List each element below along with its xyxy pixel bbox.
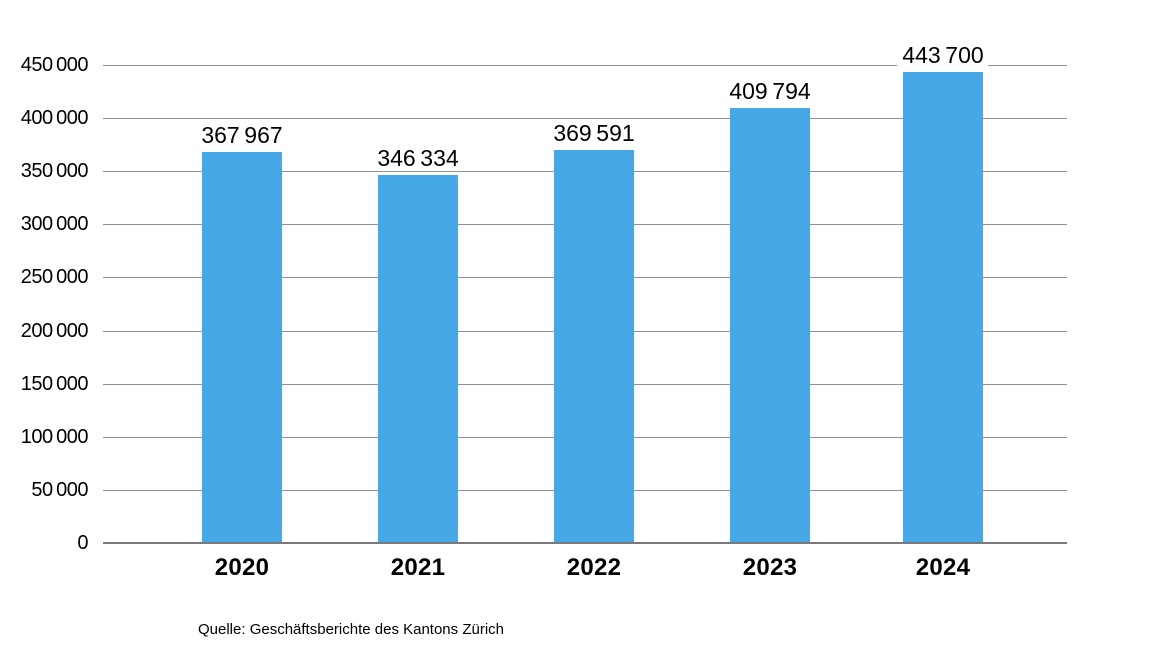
- y-axis-tick-label: 300 000: [20, 213, 89, 236]
- x-axis-line: [103, 542, 1067, 544]
- x-axis-tick-label: 2022: [566, 554, 622, 581]
- bar-2022: [554, 150, 634, 543]
- bar-value-label: 409 794: [724, 77, 816, 104]
- y-axis-tick-label: 200 000: [20, 319, 89, 342]
- y-axis-tick-label: 450 000: [20, 54, 89, 76]
- gridline: [103, 65, 1067, 66]
- bar-value-label: 346 334: [372, 145, 464, 172]
- bar-value-label: 369 591: [548, 120, 640, 147]
- y-axis-tick-label: 150 000: [20, 372, 89, 395]
- x-axis-tick-label: 2023: [742, 554, 798, 581]
- y-axis-tick-label: 0: [77, 532, 88, 554]
- bar-2021: [378, 175, 458, 543]
- bar-2024: [903, 71, 983, 543]
- y-axis-tick-label: 50 000: [31, 478, 88, 501]
- y-axis-tick-label: 350 000: [20, 160, 89, 183]
- x-axis-tick-label: 2020: [214, 554, 270, 581]
- y-axis-tick-label: 250 000: [20, 266, 89, 289]
- bar-value-label: 443 700: [897, 41, 989, 68]
- gridline: [103, 118, 1067, 120]
- bar-value-label: 367 967: [196, 122, 288, 149]
- y-axis-tick-label: 400 000: [20, 107, 89, 130]
- x-axis-tick-label: 2024: [915, 554, 971, 581]
- y-axis-tick-label: 100 000: [20, 425, 89, 448]
- bar-2020: [202, 152, 282, 543]
- bar-2023: [730, 107, 810, 543]
- source-caption: Quelle: Geschäftsberichte des Kantons Zü…: [198, 621, 504, 638]
- x-axis-tick-label: 2021: [390, 554, 446, 581]
